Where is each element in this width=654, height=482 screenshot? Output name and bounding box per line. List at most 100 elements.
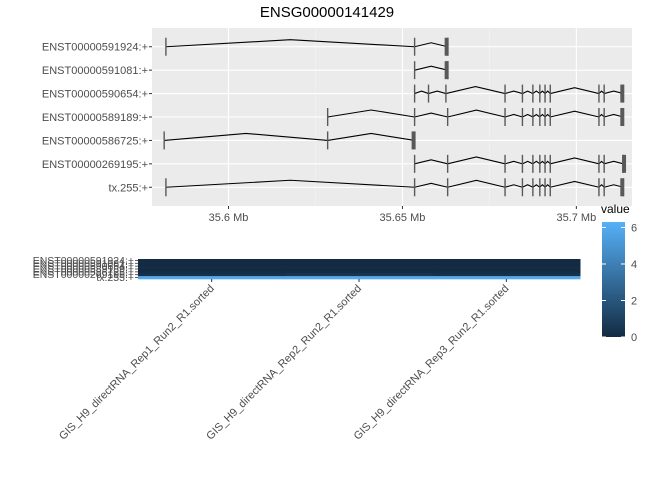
intron-connector <box>164 132 328 141</box>
intron-connector <box>544 160 551 165</box>
intron-connector <box>544 90 551 94</box>
transcript-track <box>165 178 625 197</box>
intron-connector <box>544 113 551 118</box>
intron-connector <box>598 160 605 165</box>
heatmap-column-label: GIS_H9_directRNA_Rep2_Run2_R1.sorted <box>204 283 364 443</box>
x-tick-label: 35.65 Mb <box>379 212 425 224</box>
exon-block <box>620 84 625 103</box>
chart-title: ENSG00000141429 <box>260 4 394 21</box>
heatmap-row-label: ENST00000590654:+ <box>33 261 134 273</box>
exon-block <box>622 154 627 173</box>
track-label: tx.255:+ <box>109 182 148 194</box>
transcript-track <box>413 154 627 173</box>
intron-connector <box>414 182 448 188</box>
intron-connector <box>504 90 523 95</box>
heatmap-cells <box>138 259 581 280</box>
legend-tick-label: 2 <box>631 295 637 307</box>
intron-connector <box>532 90 541 95</box>
intron-connector <box>414 90 429 95</box>
track-label: ENST00000269195:+ <box>42 159 148 171</box>
heatmap-row-label: ENST00000589189:+ <box>33 264 134 276</box>
intron-connector <box>532 184 541 188</box>
heatmap-cell <box>432 270 581 274</box>
x-tick-label: 35.7 Mb <box>556 212 596 224</box>
heatmap-row-label: tx.255:+ <box>96 272 134 284</box>
intron-connector <box>447 109 506 118</box>
legend-ticks: 0 2 4 6 <box>602 222 637 344</box>
heatmap-cell <box>138 273 286 277</box>
transcript-track <box>163 131 416 150</box>
transcript-track <box>326 108 625 126</box>
heatmap-cell <box>138 270 286 274</box>
heatmap-cell <box>285 261 434 266</box>
heatmap-cell <box>432 264 581 268</box>
intron-connector <box>504 160 523 165</box>
heatmap-cell <box>432 276 581 280</box>
intron-connector <box>604 113 624 118</box>
track-label: ENST00000589189:+ <box>42 112 148 124</box>
intron-connector <box>539 184 546 188</box>
transcript-track <box>413 61 449 80</box>
intron-connector <box>428 90 447 95</box>
exon-block <box>444 61 449 80</box>
intron-connector <box>327 132 415 141</box>
intron-connector <box>539 160 546 165</box>
intron-connector <box>550 180 600 188</box>
intron-connector <box>165 179 415 188</box>
heatmap-cell <box>138 276 286 280</box>
intron-connector <box>447 179 506 188</box>
intron-connector <box>550 157 600 165</box>
heatmap-row-label: ENST00000269195:+ <box>33 269 134 281</box>
intron-connector <box>447 156 506 165</box>
track-label: ENST00000586725:+ <box>42 135 148 147</box>
heatmap-cell <box>432 273 581 277</box>
heatmap-cell <box>432 259 581 263</box>
intron-connector <box>522 90 534 95</box>
intron-connector <box>522 184 534 188</box>
intron-connector <box>165 39 415 48</box>
gene-x-axis: 35.6 Mb 35.65 Mb 35.7 Mb <box>209 206 596 224</box>
intron-connector <box>414 65 448 71</box>
transcript-track <box>165 37 449 56</box>
intron-connector <box>544 184 551 188</box>
gene-track-labels: ENST00000591924:+ ENST00000591081:+ ENST00… <box>42 42 152 194</box>
intron-connector <box>539 113 546 118</box>
track-label: ENST00000590654:+ <box>42 89 148 101</box>
intron-connector <box>604 160 624 165</box>
transcript-track <box>413 84 625 103</box>
legend-tick-label: 6 <box>631 222 637 234</box>
intron-connector <box>414 159 448 165</box>
exon-block <box>620 108 625 126</box>
exon-block <box>444 37 449 56</box>
intron-connector <box>532 160 541 165</box>
legend-tick-label: 4 <box>631 259 637 271</box>
intron-connector <box>598 113 605 118</box>
heatmap-cell <box>432 267 581 271</box>
track-label: ENST00000591081:+ <box>42 65 148 77</box>
heatmap-cell <box>138 259 286 263</box>
exon-block <box>411 131 416 150</box>
intron-connector <box>414 42 448 48</box>
heatmap-column-label: GIS_H9_directRNA_Rep1_Run2_R1.sorted <box>57 283 217 443</box>
heatmap-cell <box>285 276 434 280</box>
heatmap-cell <box>285 259 434 263</box>
intron-connector <box>504 184 523 188</box>
legend-title: value <box>601 202 630 216</box>
heatmap-column-label: GIS_H9_directRNA_Rep3_Run2_R1.sorted <box>352 283 512 443</box>
track-label: ENST00000591924:+ <box>42 42 148 54</box>
intron-connector <box>327 109 415 118</box>
heatmap-cell <box>285 264 434 268</box>
heatmap-row-label: ENST00000591081:+ <box>33 258 134 270</box>
legend-tick-label: 0 <box>631 332 637 344</box>
heatmap-cell <box>285 273 434 277</box>
intron-connector <box>522 160 534 165</box>
heatmap-cell <box>285 270 434 274</box>
heatmap-row-label: ENST00000586725:+ <box>33 266 134 278</box>
intron-connector <box>414 112 448 118</box>
intron-connector <box>604 90 624 95</box>
heatmap-cell <box>138 261 286 266</box>
intron-connector <box>598 90 605 94</box>
intron-connector <box>445 86 506 95</box>
intron-connector <box>550 110 600 118</box>
